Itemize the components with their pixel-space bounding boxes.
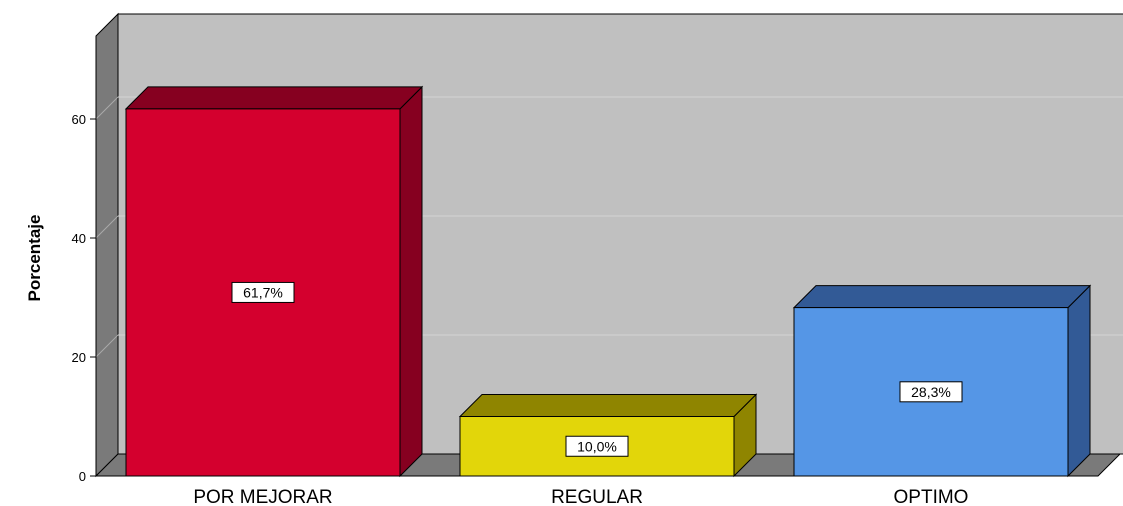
bar-top-face <box>124 86 424 110</box>
data-label: 28,3% <box>899 381 963 403</box>
x-axis: POR MEJORAR REGULAR OPTIMO <box>193 487 968 506</box>
x-tick-label: OPTIMO <box>894 487 969 506</box>
gridline-side <box>95 334 119 358</box>
y-axis-label: Porcentaje <box>25 215 44 302</box>
bars: 61,7% 10,0% 28,3% <box>124 85 1092 478</box>
gridline-side <box>95 215 119 239</box>
y-tick-label: 20 <box>72 350 86 365</box>
left-wall <box>95 12 119 478</box>
bar-0: 61,7% <box>124 85 424 478</box>
data-label-box <box>231 281 295 303</box>
data-label: 10,0% <box>565 435 629 457</box>
bar-top-face <box>458 394 758 417</box>
data-label-text: 10,0% <box>577 438 617 454</box>
bar-2: 28,3% <box>792 284 1092 478</box>
bar-top-face <box>792 285 1092 309</box>
y-axis: 0 20 40 60 <box>72 36 97 484</box>
y-tick-label: 0 <box>79 469 86 484</box>
x-tick-label: POR MEJORAR <box>193 487 332 506</box>
bar-1: 10,0% <box>458 393 758 478</box>
gridline-side <box>95 96 119 120</box>
data-label-box <box>899 381 963 403</box>
bar-side-face <box>399 85 423 478</box>
data-label: 61,7% <box>231 281 295 303</box>
y-tick-label: 40 <box>72 231 86 246</box>
y-tick-label: 60 <box>72 112 86 127</box>
data-label-text: 61,7% <box>243 284 283 300</box>
data-label-box <box>565 435 629 457</box>
bar-side-face <box>1067 284 1091 478</box>
x-tick-label: REGULAR <box>551 487 643 506</box>
data-label-text: 28,3% <box>911 384 951 400</box>
